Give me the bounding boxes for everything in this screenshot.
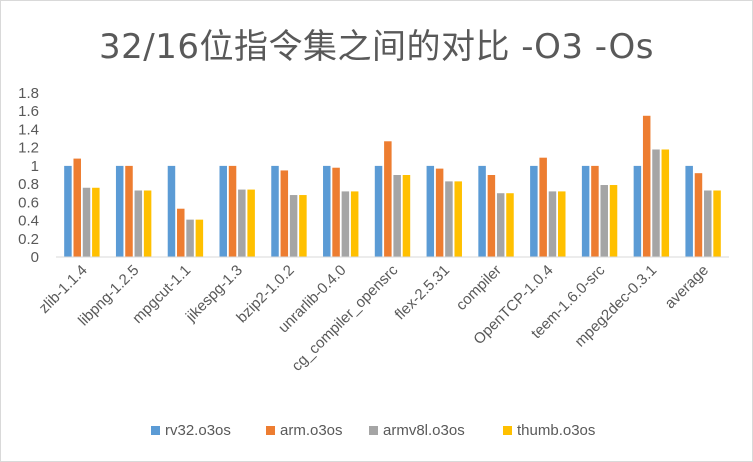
bar-arm-o3os bbox=[384, 141, 392, 257]
bar-thumb-o3os bbox=[350, 191, 359, 257]
bar-arm-o3os bbox=[125, 165, 133, 257]
bar-armv8l-o3os bbox=[186, 219, 194, 257]
legend-swatch bbox=[503, 426, 512, 435]
x-axis-category-labels: zlib-1.1.4libpng-1.2.5mpgcut-1.1jikespg-… bbox=[36, 261, 712, 374]
bar-thumb-o3os bbox=[454, 181, 462, 257]
bar-thumb-o3os bbox=[506, 193, 514, 257]
y-tick-label: 0.6 bbox=[18, 194, 39, 211]
legend-item-label: armv8l.o3os bbox=[383, 422, 465, 439]
bar-armv8l-o3os bbox=[289, 195, 298, 257]
bar-thumb-o3os bbox=[299, 195, 307, 257]
y-tick-label: 0.2 bbox=[18, 231, 39, 248]
legend-swatch bbox=[266, 426, 275, 435]
bar-armv8l-o3os bbox=[238, 189, 246, 257]
bar-arm-o3os bbox=[591, 165, 599, 257]
bar-thumb-o3os bbox=[143, 190, 152, 257]
bar-armv8l-o3os bbox=[393, 175, 401, 257]
bar-rv32-o3os bbox=[530, 165, 538, 257]
bar-armv8l-o3os bbox=[134, 190, 143, 257]
bar-thumb-o3os bbox=[247, 189, 255, 257]
bar-armv8l-o3os bbox=[704, 190, 712, 257]
chart-title: 32/16位指令集之间的对比 -O3 -Os bbox=[99, 27, 654, 67]
legend-item-label: rv32.o3os bbox=[165, 422, 231, 439]
bar-rv32-o3os bbox=[323, 165, 331, 257]
bar-thumb-o3os bbox=[92, 187, 100, 257]
bar-rv32-o3os bbox=[115, 165, 124, 257]
bar-rv32-o3os bbox=[219, 165, 227, 257]
bar-arm-o3os bbox=[228, 165, 237, 257]
bar-thumb-o3os bbox=[195, 219, 204, 257]
bar-armv8l-o3os bbox=[600, 185, 608, 257]
y-tick-label: 1.8 bbox=[18, 85, 39, 102]
bar-armv8l-o3os bbox=[548, 191, 557, 257]
x-category-label: compiler bbox=[453, 262, 505, 314]
legend-swatch bbox=[369, 426, 378, 435]
bar-armv8l-o3os bbox=[82, 187, 91, 257]
bar-arm-o3os bbox=[642, 115, 651, 257]
bar-thumb-o3os bbox=[661, 149, 670, 257]
y-tick-label: 0 bbox=[31, 249, 39, 266]
bar-arm-o3os bbox=[435, 168, 444, 257]
bar-thumb-o3os bbox=[713, 190, 721, 257]
bar-arm-o3os bbox=[539, 157, 547, 257]
bar-armv8l-o3os bbox=[445, 181, 453, 257]
bar-rv32-o3os bbox=[633, 165, 642, 257]
bar-rv32-o3os bbox=[478, 165, 486, 257]
legend: rv32.o3os arm.o3os armv8l.o3os thumb.o3os bbox=[151, 422, 595, 439]
bar-rv32-o3os bbox=[271, 165, 279, 257]
bar-arm-o3os bbox=[487, 175, 496, 257]
y-tick-label: 0.8 bbox=[18, 176, 39, 193]
bar-arm-o3os bbox=[694, 173, 703, 257]
bar-rv32-o3os bbox=[581, 165, 590, 257]
bar-thumb-o3os bbox=[558, 191, 566, 257]
y-tick-label: 1.4 bbox=[18, 121, 39, 138]
bar-arm-o3os bbox=[177, 208, 185, 257]
bar-thumb-o3os bbox=[609, 185, 618, 257]
bar-arm-o3os bbox=[73, 158, 81, 257]
bar-armv8l-o3os bbox=[652, 149, 660, 257]
bar-armv8l-o3os bbox=[341, 191, 350, 257]
bar-rv32-o3os bbox=[167, 165, 176, 257]
bar-rv32-o3os bbox=[685, 165, 693, 257]
x-category-label: flex-2.5.31 bbox=[392, 262, 454, 324]
bar-arm-o3os bbox=[332, 167, 340, 257]
legend-item-label: thumb.o3os bbox=[517, 422, 595, 439]
x-category-label: average bbox=[662, 262, 712, 312]
bar-rv32-o3os bbox=[426, 165, 435, 257]
bar-arm-o3os bbox=[280, 170, 289, 257]
y-tick-label: 0.4 bbox=[18, 213, 39, 230]
bar-thumb-o3os bbox=[402, 175, 411, 257]
y-tick-label: 1.2 bbox=[18, 140, 39, 157]
y-tick-label: 1 bbox=[31, 158, 39, 175]
bar-armv8l-o3os bbox=[496, 193, 505, 257]
bar-rv32-o3os bbox=[64, 165, 72, 257]
bar-series-group bbox=[64, 115, 721, 257]
bar-rv32-o3os bbox=[374, 165, 383, 257]
y-tick-label: 1.6 bbox=[18, 103, 39, 120]
x-category-label: cg_compiler_opensrc bbox=[288, 261, 401, 374]
legend-swatch bbox=[151, 426, 160, 435]
legend-item-label: arm.o3os bbox=[280, 422, 343, 439]
y-axis-ticks: 00.20.4 0.60.811.2 1.41.61.8 bbox=[18, 85, 39, 266]
